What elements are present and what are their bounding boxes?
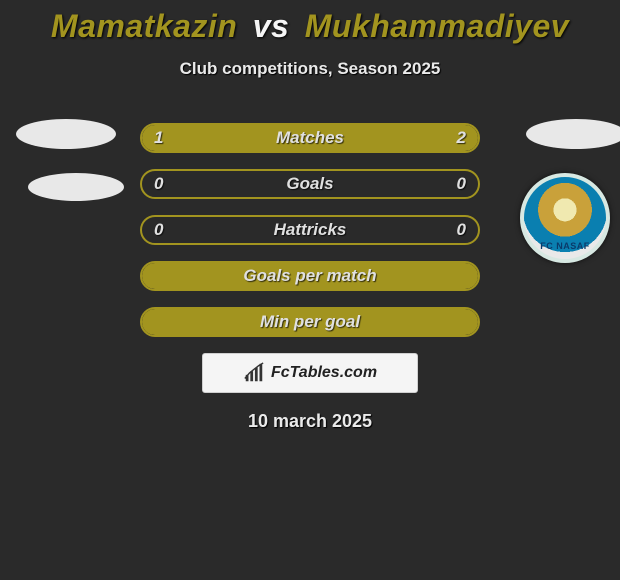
stat-value-right: 0 [457, 217, 466, 243]
date-text: 10 march 2025 [0, 411, 620, 432]
stat-value-left: 1 [154, 125, 163, 151]
stat-row: 0 0Goals [140, 169, 480, 199]
chart-icon [243, 362, 265, 384]
attribution-text: FcTables.com [271, 364, 377, 382]
silhouette-ellipse [16, 119, 116, 149]
stat-value-right: 2 [457, 125, 466, 151]
stat-value-right: 0 [457, 171, 466, 197]
stat-row: Min per goal [140, 307, 480, 337]
vs-text: vs [253, 8, 290, 44]
bar-fill [142, 309, 478, 335]
club-logo-icon [520, 173, 610, 263]
attribution-badge: FcTables.com [202, 353, 418, 393]
comparison-canvas: 12Matches00Goals00HattricksGoals per mat… [0, 123, 620, 432]
player1-name: Mamatkazin [51, 8, 237, 44]
player1-badge [10, 115, 100, 205]
silhouette-ellipse [526, 119, 620, 149]
stat-label: Goals [142, 171, 478, 197]
stat-bars: 12Matches00Goals00HattricksGoals per mat… [140, 123, 480, 337]
silhouette-ellipse [28, 173, 124, 201]
stat-value-left: 0 [154, 171, 163, 197]
stat-label: Hattricks [142, 217, 478, 243]
bar-fill-right [254, 125, 478, 151]
comparison-title: Mamatkazin vs Mukhammadiyev [0, 0, 620, 45]
stat-row: 12Matches [140, 123, 480, 153]
bar-fill [142, 263, 478, 289]
subtitle: Club competitions, Season 2025 [0, 59, 620, 79]
stat-row: Goals per match [140, 261, 480, 291]
stat-value-left: 0 [154, 217, 163, 243]
stat-row: 0 0Hattricks [140, 215, 480, 245]
player2-badge [520, 115, 610, 205]
player2-name: Mukhammadiyev [305, 8, 569, 44]
